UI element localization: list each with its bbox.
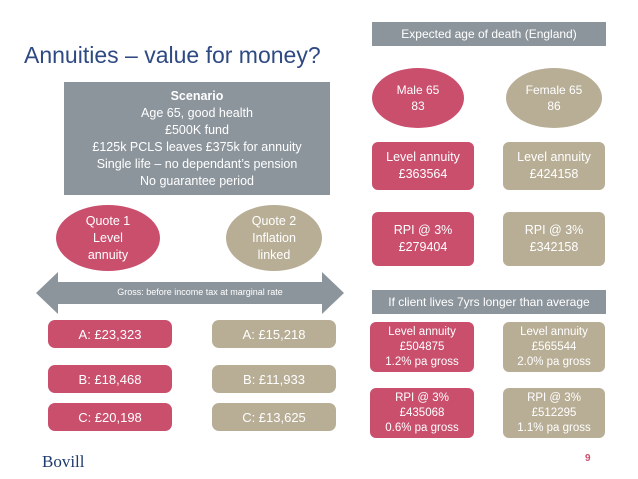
male-level-annuity-label: Level annuity [386,150,460,164]
male-rpi-longer-label: RPI @ 3% [395,391,449,404]
scenario-line: Age 65, good health [141,105,253,120]
quote-1-value-b: B: £18,468 [48,365,172,393]
female-rpi-longer-value: £512295 [531,406,577,419]
female-level-longer-rate: 2.0% pa gross [517,355,591,368]
quote-2-ellipse: Quote 2 Inflation linked [226,205,322,271]
quote-1-subtitle: annuity [87,247,129,262]
male-age: 83 [411,99,425,113]
female-rpi-longer-label: RPI @ 3% [527,391,581,404]
male-level-longer-box: Level annuity £504875 1.2% pa gross [370,322,474,372]
scenario-line: Single life – no dependant’s pension [96,156,298,171]
male-level-longer-rate: 1.2% pa gross [385,355,459,368]
quote-1-title: Quote 1 [85,213,131,228]
quote-2-title: Quote 2 [251,213,297,228]
scenario-box: Scenario Age 65, good health £500K fund … [64,82,330,195]
female-label: Female 65 [525,83,583,97]
scenario-line: £125k PCLS leaves £375k for annuity [92,139,302,154]
male-ellipse: Male 65 83 [372,68,464,128]
scenario-line: £500K fund [165,122,229,137]
double-arrow-icon [36,272,344,314]
male-rpi-box: RPI @ 3% £279404 [372,212,474,266]
female-rpi-label: RPI @ 3% [524,223,584,237]
female-ellipse: Female 65 86 [506,68,602,128]
female-rpi-value: £342158 [529,240,579,254]
longer-life-header: If client lives 7yrs longer than average [372,290,606,314]
male-rpi-longer-rate: 0.6% pa gross [385,421,459,434]
male-rpi-longer-value: £435068 [399,406,445,419]
quote-1-subtitle: Level [93,230,123,245]
female-level-longer-value: £565544 [531,340,577,353]
female-level-longer-label: Level annuity [520,325,588,338]
female-level-annuity-value: £424158 [529,167,579,181]
quote-1-value-a: A: £23,323 [48,320,172,348]
male-level-longer-label: Level annuity [388,325,456,338]
quote-2-value-c: C: £13,625 [212,403,336,431]
quote-2-subtitle: Inflation [252,230,296,245]
quote-1-ellipse: Quote 1 Level annuity [56,205,160,271]
scenario-heading: Scenario [170,88,224,103]
bovill-logo: Bovill [42,452,85,471]
female-age: 86 [547,99,561,113]
gross-label: Gross: before income tax at marginal rat… [117,287,283,297]
page-number: 9 [585,453,591,464]
female-rpi-longer-box: RPI @ 3% £512295 1.1% pa gross [503,388,605,438]
male-rpi-label: RPI @ 3% [393,223,453,237]
female-level-longer-box: Level annuity £565544 2.0% pa gross [503,322,605,372]
male-rpi-longer-box: RPI @ 3% £435068 0.6% pa gross [370,388,474,438]
female-level-annuity-box: Level annuity £424158 [503,142,605,190]
male-label: Male 65 [396,83,440,97]
scenario-line: No guarantee period [140,173,254,188]
female-rpi-longer-rate: 1.1% pa gross [517,421,591,434]
male-level-annuity-value: £363564 [398,167,448,181]
expected-age-header: Expected age of death (England) [372,22,606,46]
quote-1-value-c: C: £20,198 [48,403,172,431]
male-level-annuity-box: Level annuity £363564 [372,142,474,190]
female-level-annuity-label: Level annuity [517,150,591,164]
quote-2-subtitle: linked [257,247,291,262]
page-title: Annuities – value for money? [24,42,321,68]
male-level-longer-value: £504875 [399,340,445,353]
quote-2-value-a: A: £15,218 [212,320,336,348]
male-rpi-value: £279404 [398,240,448,254]
quote-2-value-b: B: £11,933 [212,365,336,393]
female-rpi-box: RPI @ 3% £342158 [503,212,605,266]
